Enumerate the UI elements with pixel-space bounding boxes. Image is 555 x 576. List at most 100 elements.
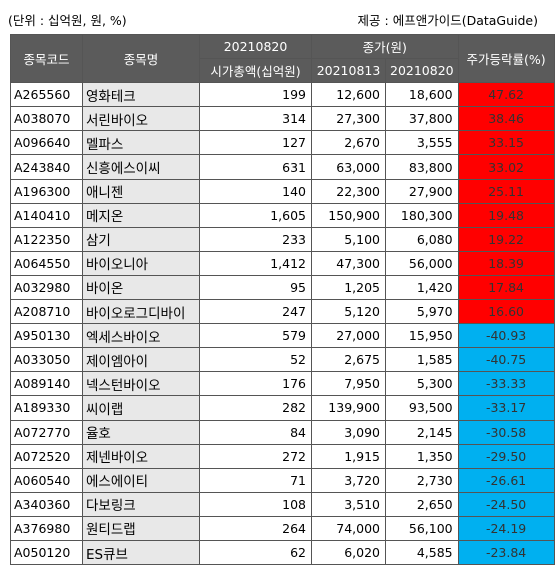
price-20210820: 180,300 — [385, 202, 459, 228]
table-row: A340360 다보링크 108 3,510 2,650 -24.50 — [10, 491, 555, 517]
price-20210813: 3,510 — [311, 491, 386, 517]
stock-code: A064550 — [10, 250, 83, 276]
change-rate: 19.48 — [457, 202, 555, 228]
change-rate: -29.50 — [457, 443, 555, 469]
price-20210820: 5,970 — [385, 299, 459, 325]
change-rate: -40.93 — [457, 323, 555, 349]
price-20210820: 56,100 — [385, 515, 459, 541]
market-cap: 247 — [199, 299, 312, 325]
market-cap: 579 — [199, 323, 312, 349]
price-20210820: 4,585 — [385, 539, 459, 566]
change-rate: -24.19 — [457, 515, 555, 541]
price-20210813: 7,950 — [311, 371, 386, 397]
table-row: A265560 영화테크 199 12,600 18,600 47.62 — [10, 82, 555, 108]
header-change: 주가등락률(%) — [457, 33, 555, 84]
table-row: A122350 삼기 233 5,100 6,080 19.22 — [10, 226, 555, 252]
table-row: A196300 애니젠 140 22,300 27,900 25.11 — [10, 178, 555, 204]
stock-name: 원티드랩 — [82, 515, 200, 541]
price-20210820: 2,730 — [385, 467, 459, 493]
change-rate: -23.84 — [457, 539, 555, 566]
stock-code: A140410 — [10, 202, 83, 228]
change-rate: 38.46 — [457, 106, 555, 132]
stock-name: 씨이랩 — [82, 395, 200, 421]
table-row: A033050 제이엠아이 52 2,675 1,585 -40.75 — [10, 347, 555, 373]
stock-name: 에스에이티 — [82, 467, 200, 493]
table-row: A032980 바이온 95 1,205 1,420 17.84 — [10, 274, 555, 301]
stock-code: A072520 — [10, 443, 83, 469]
price-20210820: 56,000 — [385, 250, 459, 276]
price-20210820: 15,950 — [385, 323, 459, 349]
market-cap: 264 — [199, 515, 312, 541]
price-20210813: 27,000 — [311, 323, 386, 349]
price-20210820: 3,555 — [385, 130, 459, 156]
price-20210813: 5,120 — [311, 299, 386, 325]
price-20210813: 63,000 — [311, 154, 386, 180]
market-cap: 176 — [199, 371, 312, 397]
change-rate: 18.39 — [457, 250, 555, 276]
price-20210820: 2,650 — [385, 491, 459, 517]
price-20210813: 74,000 — [311, 515, 386, 541]
market-cap: 140 — [199, 178, 312, 204]
stock-name: 제이엠아이 — [82, 347, 200, 373]
stock-code: A122350 — [10, 226, 83, 252]
stock-name: 신흥에스이씨 — [82, 154, 200, 180]
change-rate: -33.17 — [457, 395, 555, 421]
market-cap: 282 — [199, 395, 312, 421]
market-cap: 1,605 — [199, 202, 312, 228]
price-20210820: 93,500 — [385, 395, 459, 421]
price-20210813: 5,100 — [311, 226, 386, 252]
table-row: A089140 넥스턴바이오 176 7,950 5,300 -33.33 — [10, 371, 555, 397]
stock-name: 바이온 — [82, 274, 200, 301]
stock-code: A196300 — [10, 178, 83, 204]
table-row: A096640 멜파스 127 2,670 3,555 33.15 — [10, 130, 555, 156]
stock-code: A033050 — [10, 347, 83, 373]
unit-note: (단위 : 십억원, 원, %) — [8, 13, 127, 28]
table-row: A072520 제넨바이오 272 1,915 1,350 -29.50 — [10, 443, 555, 469]
caption-line: (단위 : 십억원, 원, %) 제공 : 에프앤가이드(DataGuide) — [8, 12, 538, 30]
stock-code: A072770 — [10, 419, 83, 445]
stock-code: A208710 — [10, 299, 83, 325]
change-rate: -33.33 — [457, 371, 555, 397]
change-rate: -24.50 — [457, 491, 555, 517]
price-20210813: 2,670 — [311, 130, 386, 156]
stock-name: 다보링크 — [82, 491, 200, 517]
header-name: 종목명 — [82, 33, 200, 84]
stock-name: 삼기 — [82, 226, 200, 252]
price-20210820: 18,600 — [385, 82, 459, 108]
stock-code: A038070 — [10, 106, 83, 132]
price-20210820: 1,350 — [385, 443, 459, 469]
price-20210813: 22,300 — [311, 178, 386, 204]
stock-name: 애니젠 — [82, 178, 200, 204]
market-cap: 1,412 — [199, 250, 312, 276]
stock-code: A096640 — [10, 130, 83, 156]
stock-name: 율호 — [82, 419, 200, 445]
market-cap: 108 — [199, 491, 312, 517]
price-20210813: 27,300 — [311, 106, 386, 132]
market-cap: 95 — [199, 274, 312, 301]
table-row: A072770 율호 84 3,090 2,145 -30.58 — [10, 419, 555, 445]
market-cap: 272 — [199, 443, 312, 469]
price-20210813: 139,900 — [311, 395, 386, 421]
table-row: A950130 엑세스바이오 579 27,000 15,950 -40.93 — [10, 323, 555, 349]
change-rate: 33.02 — [457, 154, 555, 180]
change-rate: 33.15 — [457, 130, 555, 156]
header-mktcap: 시가총액(십억원) — [199, 58, 312, 84]
price-20210813: 1,205 — [311, 274, 386, 301]
table-row: A189330 씨이랩 282 139,900 93,500 -33.17 — [10, 395, 555, 421]
price-20210820: 2,145 — [385, 419, 459, 445]
stock-name: 바이오니아 — [82, 250, 200, 276]
market-cap: 62 — [199, 539, 312, 566]
market-cap: 199 — [199, 82, 312, 108]
change-rate: -40.75 — [457, 347, 555, 373]
market-cap: 52 — [199, 347, 312, 373]
change-rate: -30.58 — [457, 419, 555, 445]
price-20210813: 12,600 — [311, 82, 386, 108]
stock-code: A189330 — [10, 395, 83, 421]
change-rate: 16.60 — [457, 299, 555, 325]
price-20210813: 3,090 — [311, 419, 386, 445]
stock-name: 멜파스 — [82, 130, 200, 156]
price-20210820: 37,800 — [385, 106, 459, 132]
header-date-2: 20210820 — [385, 58, 459, 84]
stock-name: 바이오로그디바이 — [82, 299, 200, 325]
stock-name: 넥스턴바이오 — [82, 371, 200, 397]
